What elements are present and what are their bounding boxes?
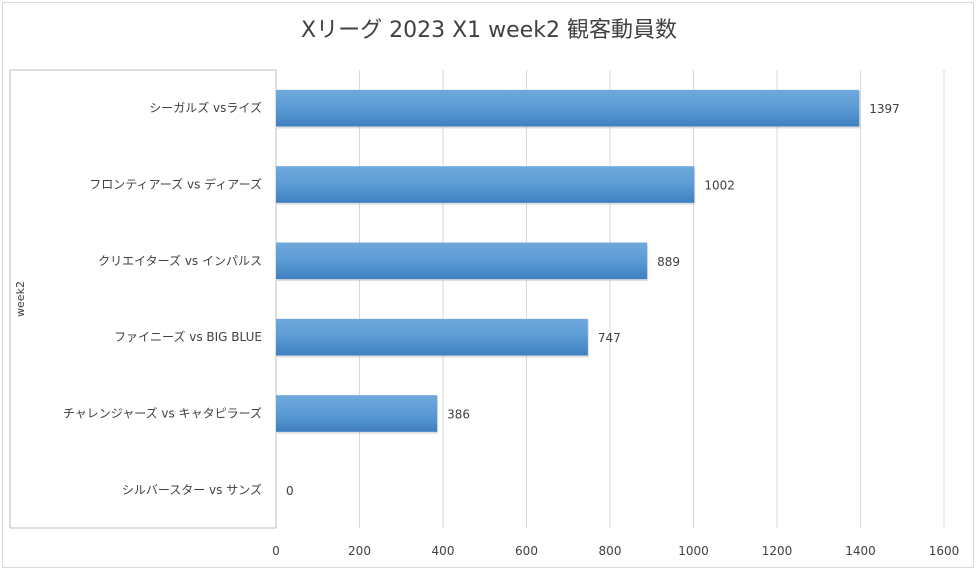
data-label: 1397 <box>869 102 900 116</box>
category-label: シーガルズ vsライズ <box>149 100 262 115</box>
data-label: 386 <box>447 408 470 422</box>
x-tick-label: 1400 <box>845 544 876 558</box>
data-label: 889 <box>657 255 680 269</box>
category-group-label: week2 <box>14 281 27 317</box>
category-label: シルバースター vs サンズ <box>122 482 262 497</box>
x-tick-label: 0 <box>272 544 280 558</box>
bar <box>276 166 695 203</box>
x-tick-label: 1000 <box>678 544 709 558</box>
data-label: 1002 <box>704 179 735 193</box>
category-label: ファイニーズ vs BIG BLUE <box>114 329 262 344</box>
category-label: クリエイターズ vs インパルス <box>98 253 262 268</box>
chart-title: Xリーグ 2023 X1 week2 観客動員数 <box>301 18 677 43</box>
data-label: 747 <box>598 331 621 345</box>
x-tick-label: 1200 <box>762 544 793 558</box>
bar <box>276 318 588 356</box>
x-tick-label: 1600 <box>929 544 960 558</box>
x-tick-label: 200 <box>348 544 371 558</box>
x-tick-label: 800 <box>599 544 622 558</box>
x-tick-label: 400 <box>432 544 455 558</box>
bar <box>276 89 860 127</box>
category-label: チャレンジャーズ vs キャタピラーズ <box>63 406 262 421</box>
category-label: フロンティアーズ vs ディアーズ <box>89 177 262 192</box>
x-tick-label: 600 <box>515 544 538 558</box>
data-label: 0 <box>286 484 294 498</box>
bar <box>276 242 648 280</box>
bar <box>276 395 438 432</box>
